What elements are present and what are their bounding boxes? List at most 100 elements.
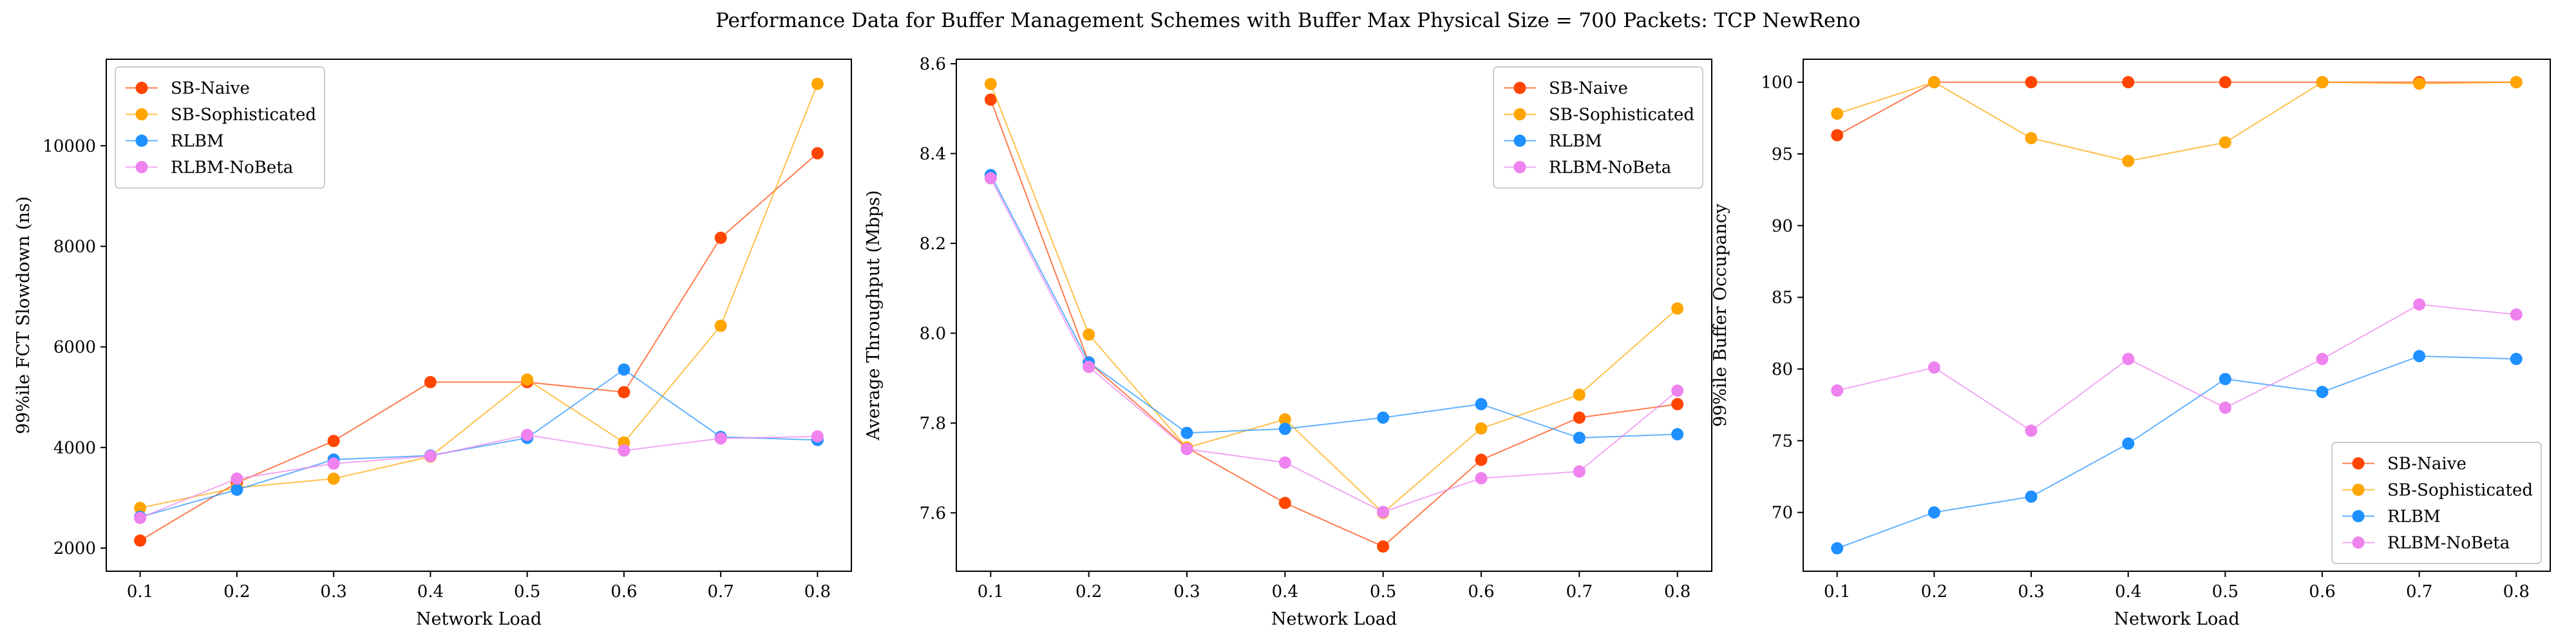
legend-box — [2331, 442, 2542, 564]
x-tick-label: 0.7 — [1566, 582, 1593, 601]
data-point — [714, 432, 727, 445]
data-point — [811, 77, 824, 90]
series-line — [140, 83, 819, 509]
data-point — [327, 457, 340, 470]
legend-label: RLBM-NoBeta — [2387, 534, 2510, 553]
data-point — [1278, 497, 1291, 509]
axes-frame — [1803, 59, 2551, 572]
legend-marker — [1513, 135, 1526, 147]
y-axis-label: 99%ile FCT Slowdown (ns) — [14, 196, 33, 434]
data-point — [1278, 422, 1291, 435]
x-axis-label: Network Load — [2114, 609, 2239, 629]
data-point — [1573, 431, 1586, 444]
axes-frame — [106, 59, 852, 572]
data-point — [2316, 76, 2329, 89]
chart-2: 0.1 0.2 0.3 0.4 0.5 0.6 0.7 0.8 7.6 7.8 8.0 8.2 8.4 8… — [864, 55, 1712, 629]
series-rlbm-nobeta — [984, 172, 1684, 518]
y-tick-label: 8000 — [53, 238, 96, 257]
data-point — [1083, 328, 1095, 341]
data-point — [1083, 361, 1095, 374]
series-rlbm — [1831, 350, 2523, 554]
legend-label: RLBM — [171, 132, 224, 151]
series-line — [1837, 303, 2517, 432]
series-rlbm-nobeta — [1831, 298, 2523, 437]
data-point — [2510, 352, 2523, 365]
x-tick-label: 0.3 — [1173, 582, 1200, 601]
x-tick-label: 0.1 — [1824, 582, 1850, 601]
y-tick-label: 4000 — [53, 439, 96, 458]
legend-marker — [1513, 108, 1526, 120]
data-point — [811, 147, 824, 160]
series-line — [140, 434, 818, 519]
y-tick-label: 8.4 — [920, 144, 946, 164]
series-line — [1837, 355, 2517, 549]
chart-panels: 0.1 0.2 0.3 0.4 0.5 0.6 0.7 0.8 2000 4000 6000 8000… — [14, 55, 2551, 629]
data-point — [134, 502, 147, 515]
data-point — [2510, 76, 2523, 89]
data-point — [714, 319, 727, 332]
data-point — [984, 77, 997, 90]
data-point — [1475, 398, 1488, 411]
data-point — [231, 483, 243, 496]
x-tick-label: 0.4 — [1272, 582, 1298, 601]
y-tick-label: 7.8 — [920, 414, 946, 433]
legend-marker — [135, 135, 148, 147]
data-point — [1831, 384, 1844, 397]
chart-3: 0.1 0.2 0.3 0.4 0.5 0.6 0.7 0.8 70 75 80 85 90 95 100 N… — [1710, 59, 2551, 629]
data-point — [714, 231, 727, 244]
y-tick-label: 8.0 — [920, 324, 946, 343]
y-tick-label: 8.6 — [920, 55, 946, 74]
data-point — [1573, 412, 1586, 424]
data-point — [1831, 542, 1844, 554]
figure-title: Performance Data for Buffer Management S… — [715, 9, 1861, 32]
x-tick-label: 0.1 — [127, 582, 153, 601]
data-point — [1831, 108, 1844, 120]
series-sb-sophisticated — [1831, 76, 2523, 167]
x-tick-label: 0.6 — [611, 582, 637, 601]
data-point — [1278, 413, 1291, 426]
x-tick-label: 0.6 — [1468, 582, 1494, 601]
y-tick-label: 2000 — [53, 539, 96, 558]
x-tick-label: 0.6 — [2309, 582, 2335, 601]
legend-box — [115, 66, 325, 189]
data-point — [1927, 361, 1940, 374]
legend-marker — [1513, 161, 1526, 173]
series-line — [990, 178, 1678, 513]
series-line — [990, 175, 1678, 439]
legend-marker — [2352, 536, 2365, 549]
legend-marker — [2352, 457, 2365, 469]
data-point — [2219, 401, 2231, 414]
x-tick-label: 0.8 — [2503, 582, 2530, 601]
series-line — [1837, 81, 2517, 162]
data-point — [424, 450, 437, 462]
legend-label: SB-Sophisticated — [2387, 481, 2533, 500]
x-axis-label: Network Load — [416, 609, 542, 629]
x-tick-label: 0.5 — [2212, 582, 2239, 601]
legend-label: SB-Sophisticated — [171, 106, 316, 125]
data-point — [2219, 136, 2231, 149]
x-tick-label: 0.7 — [707, 582, 734, 601]
x-tick-label: 0.2 — [1075, 582, 1102, 601]
y-tick-label: 85 — [1772, 289, 1793, 308]
x-tick-label: 0.4 — [417, 582, 444, 601]
data-point — [1180, 442, 1193, 455]
x-tick-label: 0.2 — [223, 582, 250, 601]
y-tick-label: 7.6 — [920, 504, 946, 523]
legend-marker — [1513, 82, 1526, 94]
data-point — [1377, 540, 1390, 553]
legend-label: RLBM-NoBeta — [171, 158, 293, 178]
data-point — [327, 435, 340, 448]
data-point — [2122, 437, 2135, 450]
data-point — [1377, 506, 1390, 518]
x-tick-label: 0.2 — [1921, 582, 1947, 601]
data-point — [1671, 428, 1684, 440]
data-point — [521, 428, 534, 441]
series-line — [990, 84, 1678, 514]
data-point — [1831, 129, 1844, 142]
data-point — [327, 472, 340, 485]
data-point — [2219, 76, 2231, 89]
y-tick-label: 8.2 — [920, 234, 946, 254]
data-point — [1671, 302, 1684, 315]
data-point — [1671, 398, 1684, 411]
legend-marker — [135, 108, 148, 120]
